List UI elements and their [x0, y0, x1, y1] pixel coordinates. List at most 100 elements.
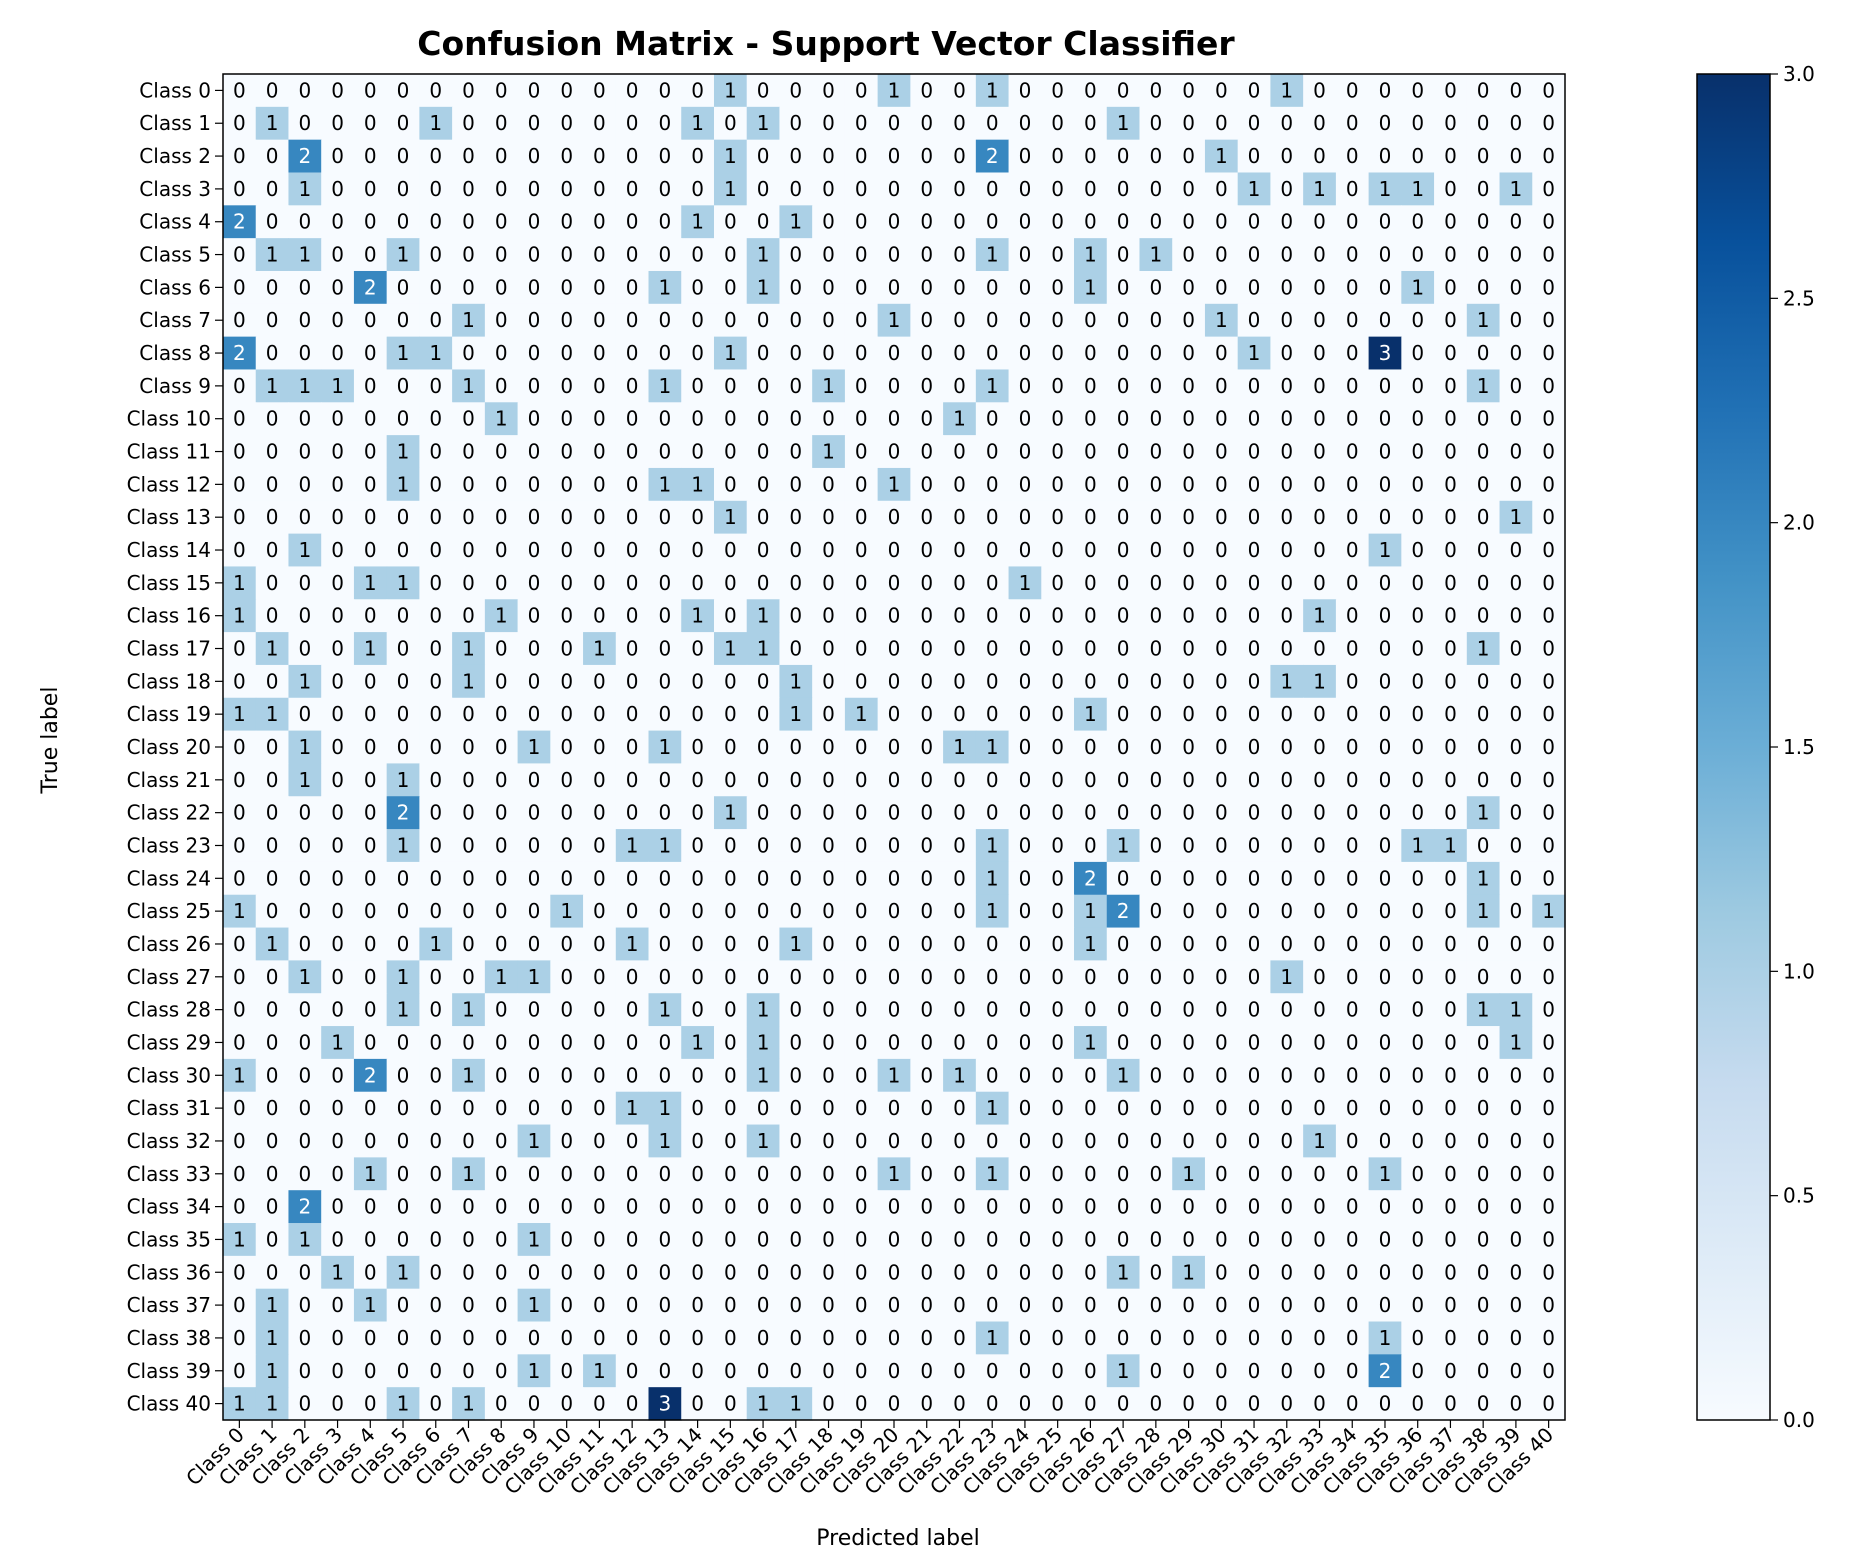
cell-value-label: 0: [986, 440, 999, 464]
cell-value-label: 0: [1411, 78, 1424, 102]
heatmap-cell: [353, 238, 388, 272]
cell-value-label: 0: [1051, 768, 1064, 792]
cell-value-label: 0: [1182, 440, 1195, 464]
cell-value-label: 0: [1182, 243, 1195, 267]
cell-value-label: 1: [659, 1096, 672, 1120]
cell-value-label: 0: [1542, 472, 1555, 496]
heatmap-cell: [975, 139, 1010, 174]
cell-value-label: 0: [331, 1162, 344, 1186]
heatmap-cell: [1074, 500, 1108, 535]
cell-value-label: 0: [1379, 866, 1392, 890]
cell-value-label: 1: [1477, 637, 1490, 661]
cell-value-label: 0: [789, 341, 802, 365]
cell-value-label: 0: [1182, 210, 1195, 234]
cell-value-label: 0: [495, 1129, 508, 1153]
heatmap-cell: [1041, 336, 1075, 371]
heatmap-cell: [1172, 106, 1206, 141]
cell-value-label: 0: [1149, 899, 1162, 923]
heatmap-cell: [975, 336, 1010, 371]
heatmap-cell: [255, 238, 290, 272]
cell-value-label: 0: [659, 768, 672, 792]
heatmap-cell: [419, 303, 453, 338]
cell-value-label: 1: [659, 998, 672, 1022]
cell-value-label: 0: [1215, 604, 1228, 628]
heatmap-cell: [615, 106, 650, 141]
cell-value-label: 2: [364, 275, 377, 299]
heatmap-cell: [1139, 74, 1173, 108]
cell-value-label: 0: [429, 1030, 442, 1054]
cell-value-label: 1: [462, 1063, 475, 1087]
cell-value-label: 0: [986, 702, 999, 726]
cell-value-label: 1: [233, 899, 246, 923]
cell-value-label: 0: [364, 1096, 377, 1120]
heatmap-cell: [746, 139, 781, 174]
cell-value-label: 0: [855, 177, 868, 201]
cell-value-label: 0: [593, 998, 606, 1022]
cell-value-label: 0: [1084, 801, 1097, 825]
heatmap-cell: [1270, 500, 1304, 535]
cell-value-label: 0: [724, 833, 737, 857]
heatmap-cell: [910, 533, 944, 568]
heatmap-cell: [1335, 533, 1370, 568]
y-tick-label: Class 12: [127, 472, 211, 496]
cell-value-label: 0: [855, 965, 868, 989]
cell-value-label: 0: [659, 144, 672, 168]
y-tick-label: Class 27: [127, 965, 211, 989]
heatmap-cell: [1237, 205, 1272, 239]
cell-value-label: 0: [1182, 735, 1195, 759]
cell-value-label: 0: [331, 1096, 344, 1120]
heatmap-cell: [321, 566, 355, 600]
cell-value-label: 0: [462, 1096, 475, 1120]
heatmap-cell: [452, 402, 486, 436]
cell-value-label: 0: [429, 1326, 442, 1350]
heatmap-cell: [1237, 270, 1272, 305]
cell-value-label: 1: [298, 768, 311, 792]
cell-value-label: 0: [298, 571, 311, 595]
heatmap-cell: [1401, 336, 1435, 371]
cell-value-label: 0: [1346, 374, 1359, 398]
heatmap-cell: [386, 369, 420, 403]
colorbar-tick-label: 2.5: [1783, 286, 1815, 310]
cell-value-label: 0: [429, 866, 442, 890]
heatmap-cell: [1139, 402, 1173, 436]
cell-value-label: 1: [1477, 308, 1490, 332]
cell-value-label: 0: [1215, 899, 1228, 923]
cell-value-label: 0: [1444, 1326, 1457, 1350]
cell-value-label: 0: [233, 505, 246, 529]
heatmap-cell: [1139, 369, 1173, 403]
cell-value-label: 0: [1313, 472, 1326, 496]
heatmap-cell: [713, 238, 748, 272]
heatmap-cell: [910, 205, 944, 239]
cell-value-label: 0: [822, 965, 835, 989]
heatmap-cell: [288, 435, 322, 469]
cell-value-label: 1: [331, 1260, 344, 1284]
cell-value-label: 0: [1542, 1162, 1555, 1186]
cell-value-label: 0: [233, 932, 246, 956]
cell-value-label: 0: [528, 538, 541, 562]
cell-value-label: 0: [659, 965, 672, 989]
y-tick-label: Class 11: [127, 440, 211, 464]
cell-value-label: 0: [233, 866, 246, 890]
heatmap-cell: [1401, 369, 1435, 403]
cell-value-label: 0: [364, 210, 377, 234]
heatmap-cell: [713, 369, 748, 403]
cell-value-label: 0: [1510, 637, 1523, 661]
cell-value-label: 0: [1510, 833, 1523, 857]
cell-value-label: 0: [331, 78, 344, 102]
heatmap-cell: [910, 270, 944, 305]
cell-value-label: 0: [1411, 308, 1424, 332]
cell-value-label: 0: [1510, 801, 1523, 825]
heatmap-cell: [353, 139, 388, 174]
heatmap-cell: [1237, 500, 1272, 535]
heatmap-cell: [517, 106, 551, 141]
heatmap-cell: [1499, 533, 1533, 568]
cell-value-label: 0: [1215, 1162, 1228, 1186]
cell-value-label: 0: [593, 1392, 606, 1416]
cell-value-label: 1: [266, 111, 279, 135]
cell-value-label: 0: [626, 604, 639, 628]
heatmap-cell: [517, 205, 551, 239]
cell-value-label: 0: [1346, 1293, 1359, 1317]
cell-value-label: 0: [1117, 144, 1130, 168]
cell-value-label: 0: [266, 768, 279, 792]
